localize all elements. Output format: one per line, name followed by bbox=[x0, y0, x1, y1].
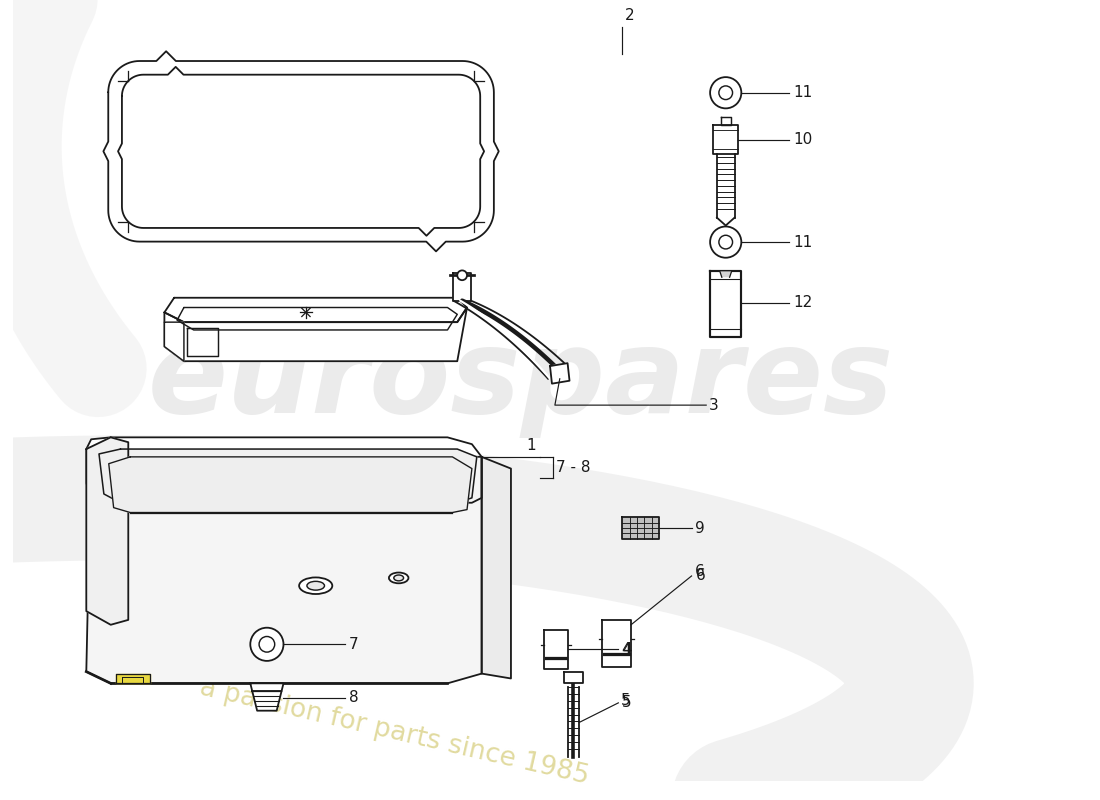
Text: 7 - 8: 7 - 8 bbox=[556, 460, 591, 475]
Text: a passion for parts since 1985: a passion for parts since 1985 bbox=[197, 674, 591, 790]
Text: 12: 12 bbox=[793, 295, 812, 310]
Text: 11: 11 bbox=[793, 234, 812, 250]
Text: 4: 4 bbox=[621, 642, 631, 657]
Polygon shape bbox=[482, 457, 512, 678]
Ellipse shape bbox=[299, 578, 332, 594]
Text: 5: 5 bbox=[623, 695, 631, 710]
Polygon shape bbox=[719, 271, 732, 278]
Polygon shape bbox=[563, 672, 583, 683]
Polygon shape bbox=[86, 438, 482, 502]
Text: 11: 11 bbox=[793, 86, 812, 100]
Polygon shape bbox=[164, 322, 184, 361]
Text: 1: 1 bbox=[527, 438, 537, 453]
Polygon shape bbox=[453, 274, 471, 301]
Circle shape bbox=[711, 226, 741, 258]
Circle shape bbox=[719, 86, 733, 99]
Polygon shape bbox=[86, 438, 129, 625]
Polygon shape bbox=[550, 363, 570, 384]
Ellipse shape bbox=[307, 582, 324, 590]
Text: 9: 9 bbox=[695, 521, 705, 536]
Text: 4: 4 bbox=[623, 642, 631, 657]
Text: 6: 6 bbox=[695, 569, 705, 583]
Polygon shape bbox=[252, 691, 282, 710]
Polygon shape bbox=[711, 271, 741, 337]
Polygon shape bbox=[164, 307, 468, 361]
Polygon shape bbox=[109, 457, 472, 513]
Polygon shape bbox=[544, 630, 568, 669]
Polygon shape bbox=[164, 298, 468, 322]
Circle shape bbox=[260, 637, 275, 652]
Text: 2: 2 bbox=[625, 9, 635, 23]
Text: eurospares: eurospares bbox=[147, 323, 894, 438]
Polygon shape bbox=[717, 218, 735, 226]
Text: 3: 3 bbox=[710, 398, 719, 413]
Text: 6: 6 bbox=[694, 563, 704, 578]
Ellipse shape bbox=[389, 573, 408, 583]
Polygon shape bbox=[116, 674, 150, 683]
Polygon shape bbox=[99, 449, 476, 502]
Circle shape bbox=[719, 235, 733, 249]
Polygon shape bbox=[251, 683, 284, 691]
Text: 10: 10 bbox=[793, 132, 812, 147]
Polygon shape bbox=[713, 125, 738, 154]
Text: 8: 8 bbox=[349, 690, 359, 706]
Circle shape bbox=[458, 270, 468, 280]
Text: 5: 5 bbox=[621, 694, 631, 709]
Polygon shape bbox=[86, 449, 482, 683]
Polygon shape bbox=[623, 518, 659, 539]
Text: 7: 7 bbox=[349, 637, 359, 652]
Ellipse shape bbox=[394, 575, 404, 581]
Polygon shape bbox=[103, 51, 498, 251]
Polygon shape bbox=[118, 67, 484, 236]
Polygon shape bbox=[720, 117, 730, 125]
Circle shape bbox=[711, 77, 741, 108]
Circle shape bbox=[251, 628, 284, 661]
Polygon shape bbox=[602, 620, 631, 666]
